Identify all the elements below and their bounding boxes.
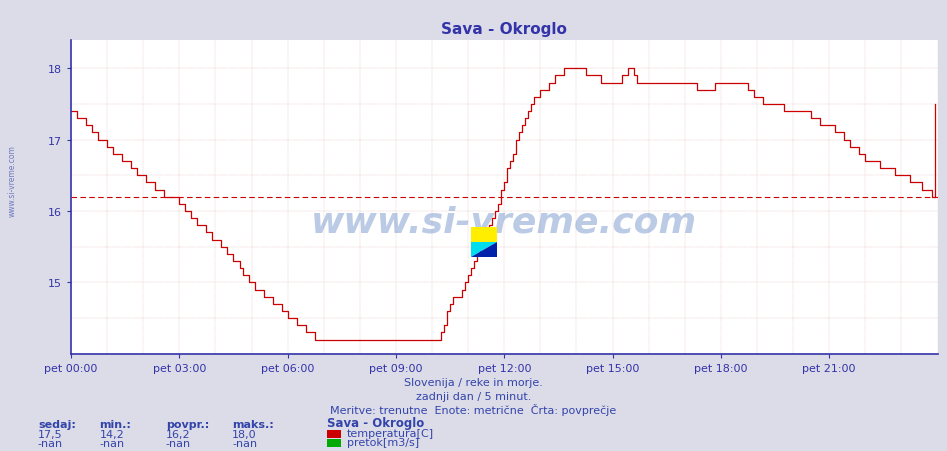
Text: 14,2: 14,2 xyxy=(99,429,124,439)
Polygon shape xyxy=(471,228,497,243)
Text: www.si-vreme.com: www.si-vreme.com xyxy=(8,144,17,216)
Text: maks.:: maks.: xyxy=(232,419,274,429)
Text: povpr.:: povpr.: xyxy=(166,419,209,429)
Text: min.:: min.: xyxy=(99,419,132,429)
Text: temperatura[C]: temperatura[C] xyxy=(347,428,434,438)
Text: www.si-vreme.com: www.si-vreme.com xyxy=(312,205,697,239)
Text: -nan: -nan xyxy=(99,438,125,448)
Text: 17,5: 17,5 xyxy=(38,429,63,439)
Polygon shape xyxy=(471,243,497,257)
Polygon shape xyxy=(471,243,497,257)
Text: -nan: -nan xyxy=(232,438,258,448)
Text: 18,0: 18,0 xyxy=(232,429,257,439)
Text: sedaj:: sedaj: xyxy=(38,419,76,429)
Text: Sava - Okroglo: Sava - Okroglo xyxy=(327,416,424,429)
Text: Meritve: trenutne  Enote: metrične  Črta: povprečje: Meritve: trenutne Enote: metrične Črta: … xyxy=(331,403,616,414)
Text: pretok[m3/s]: pretok[m3/s] xyxy=(347,437,419,447)
Text: -nan: -nan xyxy=(166,438,191,448)
Title: Sava - Okroglo: Sava - Okroglo xyxy=(441,22,567,37)
Text: 16,2: 16,2 xyxy=(166,429,190,439)
Text: zadnji dan / 5 minut.: zadnji dan / 5 minut. xyxy=(416,391,531,401)
Text: Slovenija / reke in morje.: Slovenija / reke in morje. xyxy=(404,377,543,387)
Text: -nan: -nan xyxy=(38,438,63,448)
